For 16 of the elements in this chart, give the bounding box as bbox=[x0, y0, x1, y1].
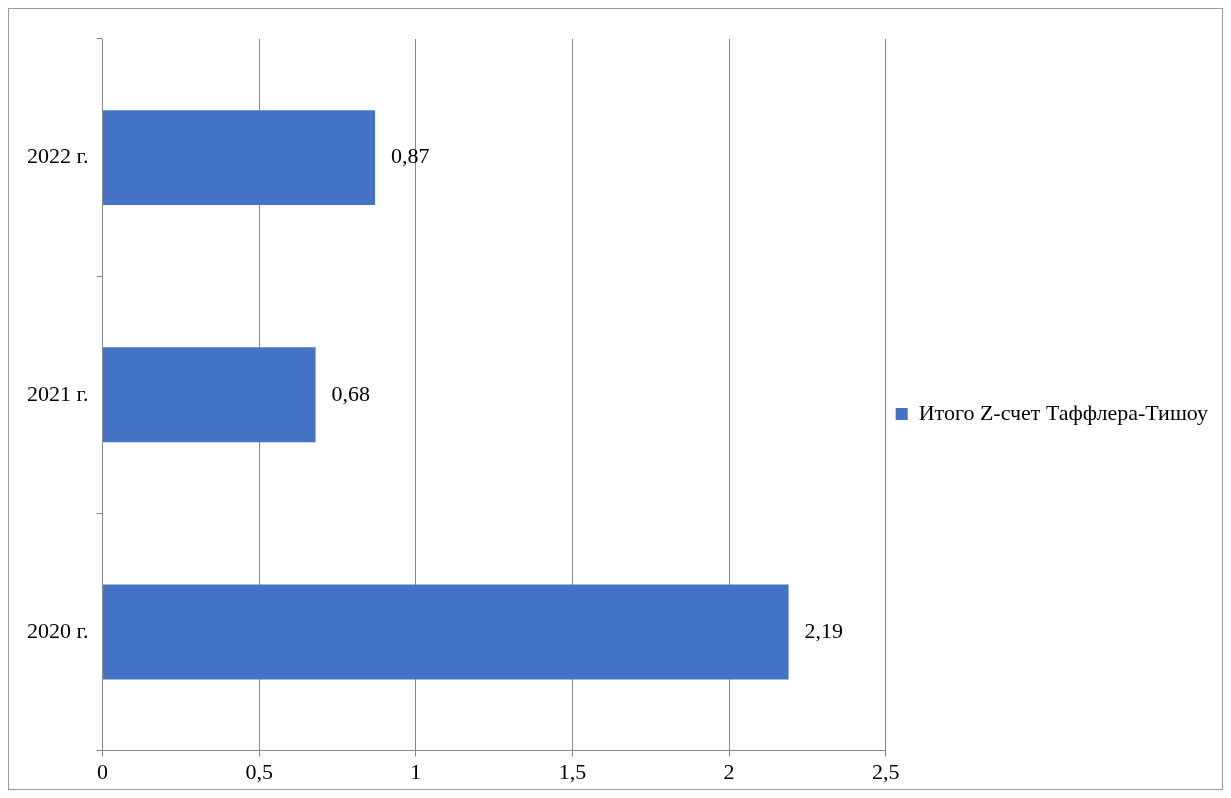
x-tick-label: 2 bbox=[723, 758, 735, 784]
data-label: 0,87 bbox=[391, 143, 430, 169]
legend-label: Итого Z-счет Таффлера-Тишоу bbox=[918, 399, 1208, 425]
x-tick-label: 1 bbox=[410, 758, 422, 784]
bar bbox=[103, 110, 376, 206]
x-tick-label: 0 bbox=[97, 758, 109, 784]
bar bbox=[103, 347, 316, 443]
y-tick-label: 2022 г. bbox=[27, 143, 89, 169]
y-tick-label: 2021 г. bbox=[27, 380, 89, 406]
x-tick-label: 1,5 bbox=[558, 758, 587, 784]
x-tick-label: 0,5 bbox=[245, 758, 273, 784]
data-label: 2,19 bbox=[804, 617, 844, 643]
x-tick-label: 2,5 bbox=[871, 758, 900, 784]
data-label: 0,68 bbox=[331, 380, 371, 406]
bar bbox=[103, 584, 789, 680]
y-tick-label: 2020 г. bbox=[27, 617, 89, 643]
